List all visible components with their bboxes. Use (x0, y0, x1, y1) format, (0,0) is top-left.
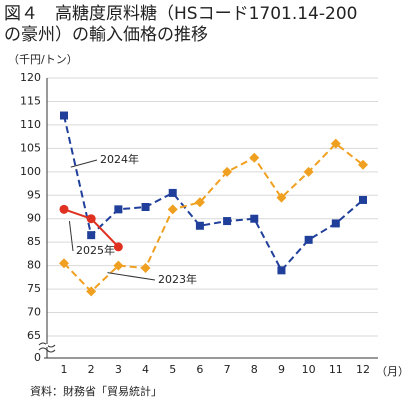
series-label: 2025年 (76, 243, 115, 257)
marker (330, 138, 341, 149)
marker (222, 166, 233, 177)
marker (140, 262, 151, 273)
marker (60, 111, 68, 120)
x-tick-label: 12 (356, 363, 370, 376)
y-tick-label: 100 (20, 165, 41, 178)
y-tick-label: 110 (20, 118, 41, 131)
series-line (63, 142, 364, 293)
marker (167, 204, 178, 215)
x-tick-label: 6 (196, 363, 203, 376)
y-tick-label: 90 (27, 212, 41, 225)
x-tick-label: 9 (278, 363, 285, 376)
marker (194, 197, 205, 208)
marker (113, 242, 123, 252)
marker (141, 203, 150, 211)
marker (168, 188, 177, 197)
marker (59, 258, 69, 269)
chart-title: 図４ 高糖度原料糖（HSコード1701.14-200 (4, 4, 357, 24)
marker (59, 204, 69, 214)
y-tick-label: 0 (34, 351, 41, 364)
y-tick-label: 105 (20, 141, 41, 154)
leader-line (107, 272, 156, 281)
series-label: 2024年 (100, 152, 139, 166)
marker (303, 166, 314, 177)
y-tick-label: 95 (27, 188, 41, 201)
marker (304, 235, 313, 244)
marker (86, 286, 97, 297)
source: 資料：財務省「貿易統計」 (30, 384, 162, 398)
x-tick-label: 5 (169, 363, 176, 376)
x-tick-label: 1 (61, 363, 68, 376)
marker (86, 214, 96, 224)
x-tick-label: 3 (115, 363, 122, 376)
axis-break-gap (46, 344, 48, 347)
x-tick-label: 11 (329, 363, 343, 376)
series-label: 2023年 (158, 272, 197, 286)
series-line (63, 115, 364, 273)
marker (114, 205, 123, 214)
marker (87, 231, 96, 240)
y-tick-label: 70 (27, 306, 41, 319)
axis-break (38, 347, 56, 353)
y-tick-label: 65 (27, 329, 41, 342)
marker (277, 266, 286, 275)
y-axis-label: （千円/トン） (8, 53, 78, 66)
x-tick-label: 4 (142, 363, 149, 376)
y-tick-label: 75 (27, 282, 41, 295)
leader-line (68, 221, 74, 252)
marker (331, 219, 340, 228)
y-tick-label: 85 (27, 235, 41, 248)
y-tick-label: 115 (20, 94, 41, 107)
marker (249, 152, 260, 163)
marker (276, 192, 287, 203)
marker (250, 214, 259, 223)
x-axis-label: （月） (376, 365, 409, 378)
x-tick-label: 2 (88, 363, 95, 376)
leader-line (70, 159, 98, 168)
marker (113, 260, 124, 271)
y-tick-label: 120 (20, 71, 41, 84)
x-tick-label: 8 (251, 363, 258, 376)
marker (195, 221, 204, 230)
x-tick-label: 7 (224, 363, 231, 376)
chart-title: の豪州）の輸入価格の推移 (4, 24, 208, 45)
y-tick-label: 80 (27, 259, 41, 272)
x-tick-label: 10 (302, 363, 316, 376)
marker (223, 217, 232, 226)
marker (359, 195, 367, 204)
marker (358, 159, 368, 170)
